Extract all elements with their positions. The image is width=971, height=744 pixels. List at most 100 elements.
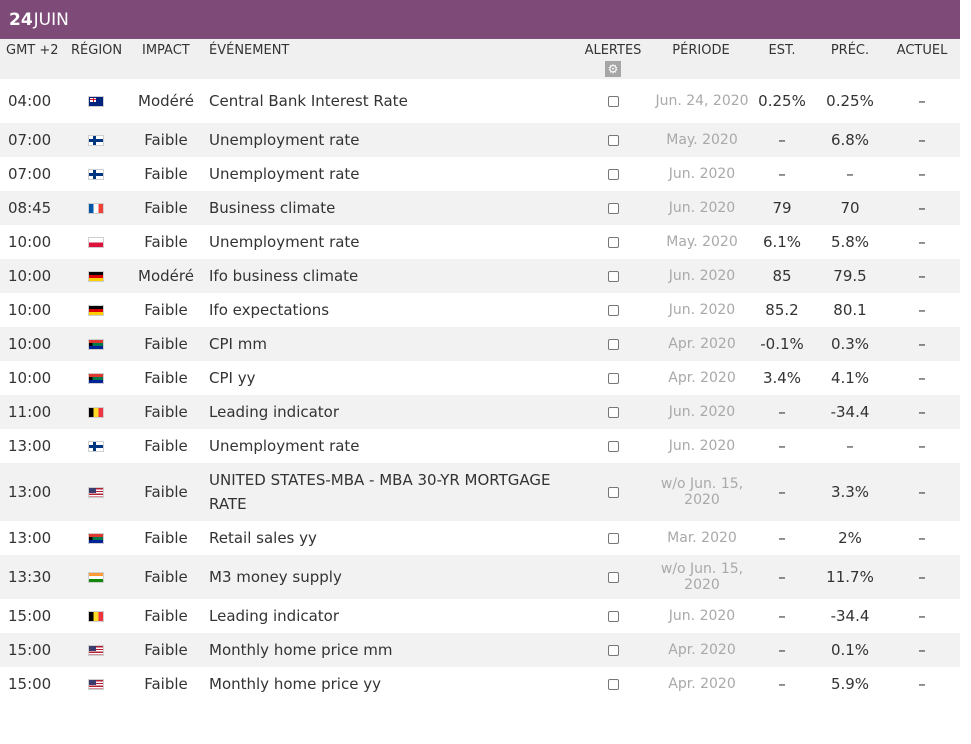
table-row[interactable]: 10:00 Faible CPI mm Apr. 2020 -0.1% 0.3% –	[0, 327, 960, 361]
col-alerts-label: ALERTES	[584, 43, 642, 58]
event-impact: Faible	[144, 131, 188, 149]
region-flag	[86, 599, 106, 633]
event-estimate: 85	[772, 267, 792, 285]
alert-checkbox[interactable]	[607, 168, 619, 180]
alert-cell	[603, 429, 623, 463]
table-row[interactable]: 13:00 Faible Unemployment rate Jun. 2020 – – –	[0, 429, 960, 463]
alert-checkbox[interactable]	[607, 95, 619, 107]
event-previous: 4.1%	[830, 369, 870, 387]
date-header: 24 JUIN	[0, 0, 960, 39]
alert-checkbox[interactable]	[607, 678, 619, 690]
event-previous: -34.4	[830, 403, 870, 421]
table-row[interactable]: 07:00 Faible Unemployment rate Jun. 2020 – – –	[0, 157, 960, 191]
event-actual: –	[918, 301, 926, 319]
table-row[interactable]: 10:00 Faible Unemployment rate May. 2020 6.1…	[0, 225, 960, 259]
event-period: Apr. 2020	[668, 642, 736, 658]
col-event: ÉVÉNEMENT	[209, 43, 290, 58]
region-flag	[86, 395, 106, 429]
table-row[interactable]: 15:00 Faible Monthly home price mm Apr. 202…	[0, 633, 960, 667]
event-period: Apr. 2020	[668, 370, 736, 386]
gear-icon[interactable]: ⚙	[605, 61, 621, 77]
col-region: RÉGION	[71, 43, 123, 58]
table-row[interactable]: 07:00 Faible Unemployment rate May. 2020 – 6.…	[0, 123, 960, 157]
region-flag	[86, 191, 106, 225]
event-period: w/o Jun. 15, 2020	[660, 476, 744, 508]
event-name[interactable]: Monthly home price mm	[209, 641, 393, 659]
event-name[interactable]: CPI yy	[209, 369, 256, 387]
event-name[interactable]: Leading indicator	[209, 403, 340, 421]
event-estimate: –	[778, 568, 786, 586]
alert-cell	[603, 157, 623, 191]
alert-checkbox[interactable]	[607, 134, 619, 146]
alert-checkbox[interactable]	[607, 372, 619, 384]
event-actual: –	[918, 131, 926, 149]
event-name[interactable]: Ifo expectations	[209, 301, 330, 319]
table-row[interactable]: 13:00 Faible Retail sales yy Mar. 2020 – 2% –	[0, 521, 960, 555]
table-row[interactable]: 08:45 Faible Business climate Jun. 2020 79 70…	[0, 191, 960, 225]
region-flag	[86, 521, 106, 555]
alert-checkbox[interactable]	[607, 304, 619, 316]
event-impact: Faible	[144, 301, 188, 319]
event-estimate: –	[778, 607, 786, 625]
date-day: 24	[9, 9, 33, 30]
alert-checkbox[interactable]	[607, 532, 619, 544]
table-row[interactable]: 10:00 Faible Ifo expectations Jun. 2020 85.2…	[0, 293, 960, 327]
alert-checkbox[interactable]	[607, 202, 619, 214]
event-previous: 6.8%	[830, 131, 870, 149]
event-period: Jun. 2020	[668, 438, 736, 454]
event-time: 15:00	[8, 675, 52, 693]
event-actual: –	[918, 267, 926, 285]
event-name[interactable]: Unemployment rate	[209, 233, 360, 251]
alert-checkbox[interactable]	[607, 236, 619, 248]
table-row[interactable]: 11:00 Faible Leading indicator Jun. 2020 – -3…	[0, 395, 960, 429]
alert-checkbox[interactable]	[607, 440, 619, 452]
event-previous: 0.25%	[826, 92, 874, 110]
event-name[interactable]: M3 money supply	[209, 568, 342, 586]
alert-checkbox[interactable]	[607, 610, 619, 622]
col-alerts: ALERTES ⚙	[584, 43, 642, 77]
alert-cell	[603, 225, 623, 259]
table-row[interactable]: 13:30 Faible M3 money supply w/o Jun. 15, 2…	[0, 555, 960, 599]
event-period: Apr. 2020	[668, 336, 736, 352]
event-name[interactable]: Ifo business climate	[209, 267, 359, 285]
col-period: PÉRIODE	[672, 43, 730, 58]
event-period: Mar. 2020	[667, 530, 737, 546]
event-name[interactable]: UNITED STATES-MBA - MBA 30-YR MORTGAGE R…	[209, 471, 551, 513]
event-previous: 5.8%	[830, 233, 870, 251]
event-estimate: –	[778, 483, 786, 501]
table-row[interactable]: 15:00 Faible Leading indicator Jun. 2020 – -3…	[0, 599, 960, 633]
event-name[interactable]: Unemployment rate	[209, 437, 360, 455]
region-flag	[86, 225, 106, 259]
event-name[interactable]: Business climate	[209, 199, 336, 217]
event-name[interactable]: CPI mm	[209, 335, 267, 353]
alert-checkbox[interactable]	[607, 644, 619, 656]
event-impact: Faible	[144, 641, 188, 659]
table-row[interactable]: 13:00 Faible UNITED STATES-MBA - MBA 30-YR…	[0, 463, 960, 521]
event-name[interactable]: Monthly home price yy	[209, 675, 381, 693]
table-row[interactable]: 10:00 Faible CPI yy Apr. 2020 3.4% 4.1% –	[0, 361, 960, 395]
region-flag	[86, 123, 106, 157]
event-impact: Faible	[144, 675, 188, 693]
flag-united-states-icon	[88, 644, 104, 656]
event-time: 10:00	[8, 267, 52, 285]
table-row[interactable]: 10:00 Modéré Ifo business climate Jun. 2020…	[0, 259, 960, 293]
event-name[interactable]: Leading indicator	[209, 607, 340, 625]
alert-checkbox[interactable]	[607, 338, 619, 350]
event-name[interactable]: Retail sales yy	[209, 529, 317, 547]
event-name[interactable]: Unemployment rate	[209, 131, 360, 149]
alert-checkbox[interactable]	[607, 270, 619, 282]
alert-checkbox[interactable]	[607, 486, 619, 498]
event-period: Jun. 2020	[668, 166, 736, 182]
event-name[interactable]: Central Bank Interest Rate	[209, 92, 408, 110]
event-estimate: –	[778, 529, 786, 547]
event-estimate: –	[778, 675, 786, 693]
alert-checkbox[interactable]	[607, 571, 619, 583]
alert-cell	[603, 555, 623, 599]
alert-cell	[603, 293, 623, 327]
table-row[interactable]: 15:00 Faible Monthly home price yy Apr. 202…	[0, 667, 960, 701]
event-time: 07:00	[8, 165, 52, 183]
table-row[interactable]: 04:00 Modéré Central Bank Interest Rate Jun…	[0, 79, 960, 123]
event-name[interactable]: Unemployment rate	[209, 165, 360, 183]
col-est: EST.	[768, 43, 796, 58]
alert-checkbox[interactable]	[607, 406, 619, 418]
